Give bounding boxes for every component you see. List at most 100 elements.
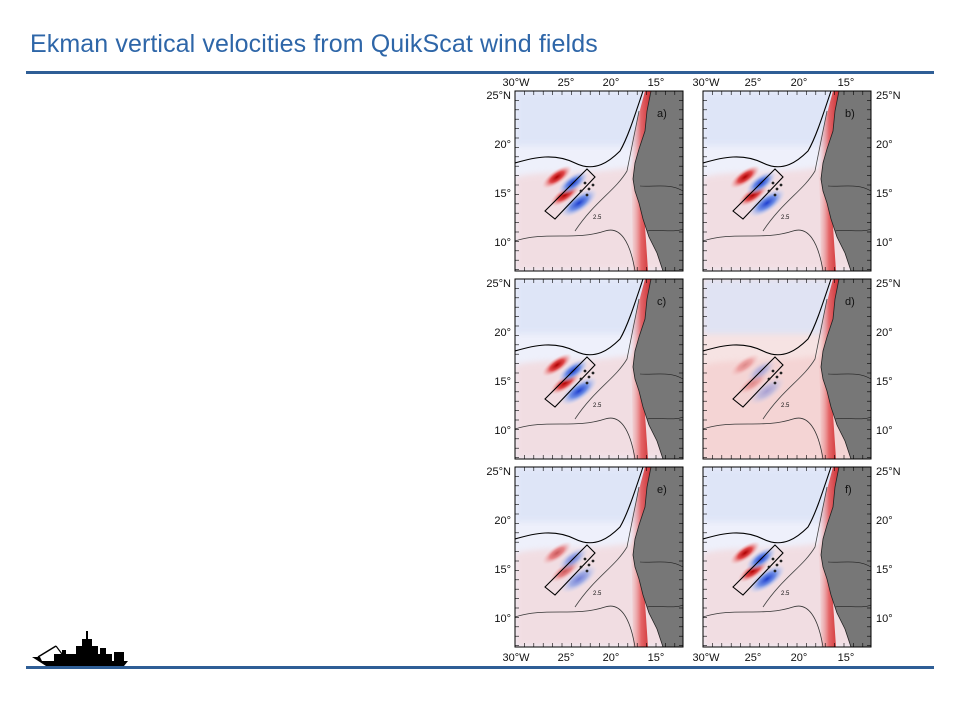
contour-label: 2.5 xyxy=(593,215,602,221)
panel-frame xyxy=(702,466,872,648)
ekman-velocity-map-figure: 30°W 25° 20° 15° 30°W 25° 20° 15° 30°W 2… xyxy=(486,77,901,664)
lat-label: 25°N xyxy=(876,90,901,102)
lat-label: 25°N xyxy=(876,278,901,290)
positive-cell xyxy=(729,353,761,377)
border-line xyxy=(834,228,871,232)
bottom-axis-labels: 30°W 25° 20° 15° 30°W 25° 20° 15° xyxy=(502,652,854,664)
map-panel-b: 2.5 b) xyxy=(702,90,872,272)
bottom-lon-label: 20° xyxy=(603,652,620,664)
island xyxy=(773,569,777,573)
panel-frame xyxy=(702,90,872,272)
island xyxy=(771,369,775,373)
map-panel-e: 2.5 e) xyxy=(514,466,684,648)
contour-2-5 xyxy=(574,110,640,232)
positive-cell xyxy=(729,165,761,189)
island xyxy=(767,189,771,193)
negative-cell xyxy=(748,188,786,218)
island xyxy=(771,557,775,561)
contour-label: 2.5 xyxy=(781,591,790,597)
bottom-lon-label: 15° xyxy=(838,652,855,664)
map-panel-c: 2.5 c) xyxy=(514,278,684,460)
lat-label: 10° xyxy=(494,237,511,249)
map-panel-d: 2.5 d) xyxy=(702,278,872,460)
positive-cell xyxy=(729,541,761,565)
island xyxy=(585,381,589,385)
lat-label: 15° xyxy=(876,188,893,200)
contour-2-5 xyxy=(515,417,636,459)
lat-label: 15° xyxy=(876,376,893,388)
island xyxy=(591,559,595,563)
border-line xyxy=(834,416,871,420)
africa-land xyxy=(820,279,871,459)
contour-label: 2.5 xyxy=(593,591,602,597)
panel-frame xyxy=(514,466,684,648)
island xyxy=(591,371,595,375)
zero-contour xyxy=(703,467,832,544)
lat-label: 20° xyxy=(876,327,893,339)
contour-2-5 xyxy=(762,298,828,420)
lat-label: 10° xyxy=(876,237,893,249)
zero-contour xyxy=(703,91,832,168)
panel-label: e) xyxy=(657,484,667,496)
island xyxy=(583,369,587,373)
zero-contour xyxy=(544,544,596,596)
border-line xyxy=(646,416,683,420)
map-panels: 2.5 a) 2.5 b) 2.5 c) 2.5 d) 2.5 e) 2.5 f) xyxy=(514,90,872,648)
negative-cell xyxy=(748,376,786,406)
map-panel-f: 2.5 f) xyxy=(702,466,872,648)
island xyxy=(773,381,777,385)
lat-label: 15° xyxy=(494,564,511,576)
positive-cell xyxy=(541,541,573,565)
zero-contour xyxy=(515,279,644,356)
zero-contour xyxy=(732,544,784,596)
border-line xyxy=(639,185,683,192)
bottom-lon-label: 25° xyxy=(558,652,575,664)
negative-cell xyxy=(748,564,786,594)
top-lon-label: 25° xyxy=(745,77,762,89)
island xyxy=(775,187,779,191)
zero-contour xyxy=(544,356,596,408)
panel-frame xyxy=(514,90,684,272)
island xyxy=(591,183,595,187)
contour-2-5 xyxy=(574,298,640,420)
lat-label: 10° xyxy=(494,613,511,625)
africa-land xyxy=(632,91,683,271)
africa-land xyxy=(632,279,683,459)
zero-contour xyxy=(732,356,784,408)
border-line xyxy=(646,604,683,608)
footer-divider xyxy=(26,666,934,669)
zero-contour xyxy=(703,279,832,356)
lat-label: 15° xyxy=(494,376,511,388)
panel-label: a) xyxy=(657,108,667,120)
island xyxy=(579,565,583,569)
contour-2-5 xyxy=(515,605,636,647)
contour-2-5 xyxy=(515,229,636,271)
top-lon-label: 25° xyxy=(558,77,575,89)
africa-land xyxy=(820,91,871,271)
bottom-lon-label: 25° xyxy=(745,652,762,664)
bottom-lon-label: 30°W xyxy=(502,652,530,664)
bottom-lon-label: 30°W xyxy=(692,652,720,664)
bottom-lon-label: 20° xyxy=(791,652,808,664)
island xyxy=(771,181,775,185)
contour-2-5 xyxy=(703,605,824,647)
island xyxy=(579,189,583,193)
island xyxy=(767,377,771,381)
contour-label: 2.5 xyxy=(781,403,790,409)
lat-label: 20° xyxy=(494,139,511,151)
island xyxy=(587,187,591,191)
left-latitude-labels: 25°N 20° 15° 10° 25°N 20° 15° 10° 25°N 20° 15° 10° xyxy=(486,90,511,625)
border-line xyxy=(827,373,871,380)
panel-label: c) xyxy=(657,296,666,308)
border-line xyxy=(827,561,871,568)
island xyxy=(767,565,771,569)
island xyxy=(779,559,783,563)
top-axis-labels: 30°W 25° 20° 15° 30°W 25° 20° 15° xyxy=(502,77,854,89)
border-line xyxy=(639,373,683,380)
border-line xyxy=(646,228,683,232)
bottom-lon-label: 15° xyxy=(648,652,665,664)
island xyxy=(587,563,591,567)
contour-2-5 xyxy=(703,229,824,271)
zero-contour xyxy=(515,467,644,544)
border-line xyxy=(834,604,871,608)
